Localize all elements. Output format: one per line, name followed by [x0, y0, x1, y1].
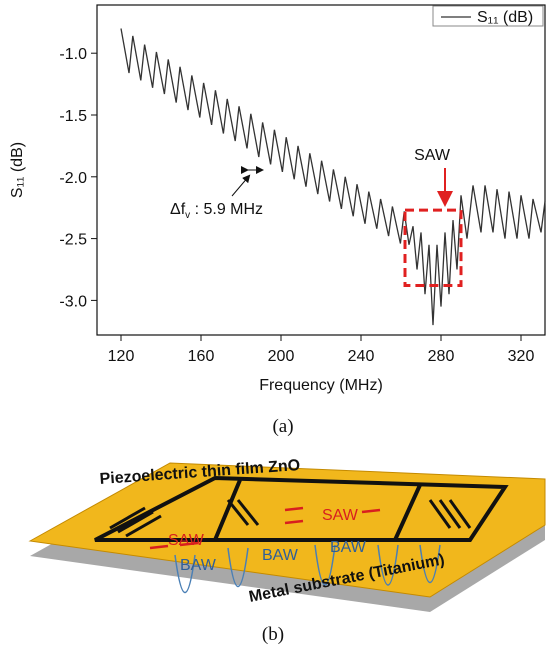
delta-symbol: Δf: [170, 201, 186, 218]
y-axis-label: S₁₁ (dB): [9, 142, 26, 198]
x-tick-label: 320: [508, 348, 535, 365]
y-tick-label: -1.5: [59, 108, 87, 125]
data-line: [121, 29, 545, 326]
saw-label: SAW: [322, 507, 359, 524]
chart: S₁₁ (dB) Frequency (MHz) (a) Δfv : 5.9 M…: [9, 5, 545, 437]
y-tick-label: -1.0: [59, 46, 87, 63]
x-tick-label: 160: [188, 348, 215, 365]
x-tick-label: 280: [428, 348, 455, 365]
device-diagram: Piezoelectric thin film ZnO SAW SAW BAW …: [30, 457, 545, 645]
y-tick-label: -2.0: [59, 170, 87, 187]
saw-label: SAW: [414, 147, 451, 164]
saw-label: SAW: [168, 532, 205, 549]
y-tick-label: -2.5: [59, 232, 87, 249]
baw-label: BAW: [330, 539, 367, 556]
baw-label: BAW: [262, 547, 299, 564]
caption-b: (b): [262, 624, 284, 645]
legend-label: S₁₁ (dB): [477, 9, 533, 26]
annotation-arrow: [232, 176, 249, 196]
caption-a: (a): [272, 416, 293, 437]
delta-annotation: Δfv : 5.9 MHz: [170, 201, 263, 221]
figure: S₁₁ (dB) Frequency (MHz) (a) Δfv : 5.9 M…: [0, 0, 547, 652]
x-tick-label: 240: [348, 348, 375, 365]
x-tick-label: 120: [108, 348, 135, 365]
x-axis-label: Frequency (MHz): [259, 377, 383, 394]
x-tick-label: 200: [268, 348, 295, 365]
baw-label: BAW: [180, 557, 217, 574]
delta-value: : 5.9 MHz: [190, 201, 263, 218]
y-tick-label: -3.0: [59, 293, 87, 310]
